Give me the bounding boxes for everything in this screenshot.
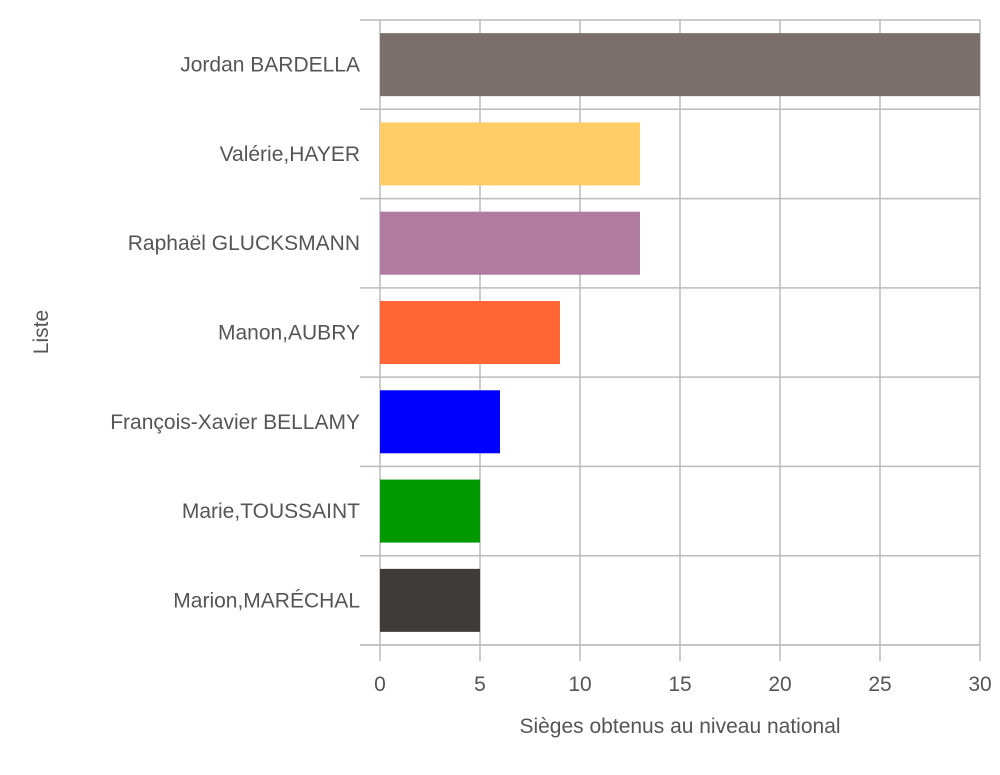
x-tick-label: 0 xyxy=(374,673,386,696)
category-label: Manon,AUBRY xyxy=(218,322,360,345)
bar[interactable] xyxy=(380,568,480,632)
bar[interactable] xyxy=(380,390,500,454)
bar[interactable] xyxy=(380,301,560,364)
grid xyxy=(360,19,981,661)
category-label: Marion,MARÉCHAL xyxy=(173,589,360,612)
bar[interactable] xyxy=(380,122,640,186)
x-tick-label: 10 xyxy=(568,673,591,696)
category-label: François-Xavier BELLAMY xyxy=(110,411,360,434)
bars xyxy=(380,33,980,632)
bar[interactable] xyxy=(380,479,480,543)
category-label: Jordan BARDELLA xyxy=(180,54,360,77)
category-label: Marie,TOUSSAINT xyxy=(182,500,360,523)
bar[interactable] xyxy=(380,211,640,275)
y-axis-title: Liste xyxy=(30,310,53,354)
x-tick-label: 15 xyxy=(668,673,691,696)
x-tick-labels: 0 5 10 15 20 25 30 xyxy=(374,673,992,696)
bar[interactable] xyxy=(380,33,980,97)
x-tick-label: 5 xyxy=(474,673,486,696)
x-tick-label: 20 xyxy=(768,673,791,696)
x-tick-label: 25 xyxy=(868,673,891,696)
category-label: Raphaël GLUCKSMANN xyxy=(128,232,360,255)
category-labels: Jordan BARDELLA Valérie,HAYER Raphaël GLUC… xyxy=(110,54,360,613)
x-axis-title: Sièges obtenus au niveau national xyxy=(519,715,840,738)
category-label: Valérie,HAYER xyxy=(220,143,360,166)
x-tick-label: 30 xyxy=(968,673,991,696)
